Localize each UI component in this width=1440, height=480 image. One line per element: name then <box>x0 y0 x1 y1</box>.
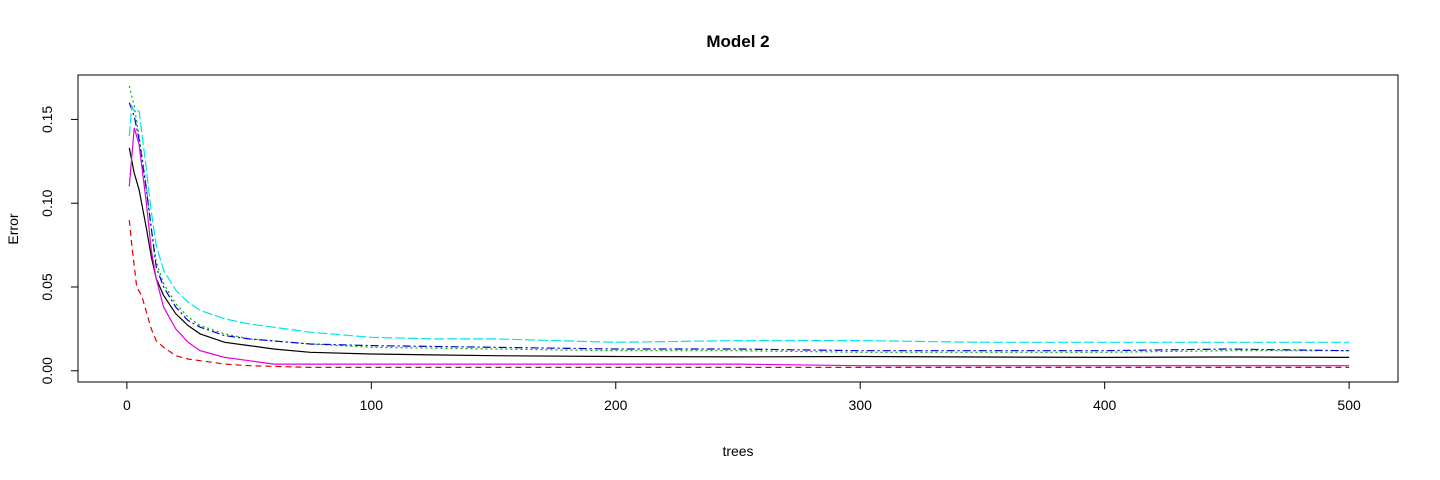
x-tick-label: 500 <box>1337 397 1361 413</box>
y-axis-title: Error <box>5 213 21 244</box>
y-tick-label: 0.15 <box>39 106 55 133</box>
series-layer <box>128 85 1350 368</box>
series-line-6 <box>128 127 1350 367</box>
series-line-1 <box>128 147 1350 359</box>
x-tick-label: 0 <box>123 397 131 413</box>
series-line-3 <box>128 85 1350 353</box>
x-tick-label: 300 <box>849 397 873 413</box>
series-line-4 <box>128 102 1350 352</box>
x-tick-label: 200 <box>604 397 628 413</box>
y-tick-label: 0.00 <box>39 357 55 384</box>
y-axis: 0.00 0.05 0.10 0.15 <box>39 106 79 384</box>
series-line-5 <box>128 103 1350 343</box>
x-tick-label: 400 <box>1093 397 1117 413</box>
x-axis-title: trees <box>722 443 753 459</box>
y-tick-label: 0.10 <box>39 189 55 216</box>
chart-title: Model 2 <box>706 32 769 51</box>
plot-frame <box>77 74 1399 383</box>
y-tick-label: 0.05 <box>39 273 55 300</box>
x-tick-label: 100 <box>360 397 384 413</box>
series-line-2 <box>128 219 1350 368</box>
x-axis: 0 100 200 300 400 500 <box>123 381 1361 413</box>
